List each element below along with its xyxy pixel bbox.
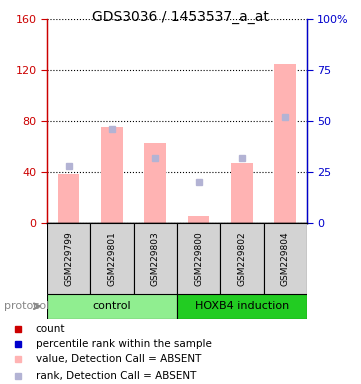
- Bar: [274, 64, 296, 223]
- Text: rank, Detection Call = ABSENT: rank, Detection Call = ABSENT: [35, 371, 196, 381]
- Text: GSM229800: GSM229800: [194, 231, 203, 286]
- Text: GSM229802: GSM229802: [238, 231, 246, 286]
- Text: GSM229804: GSM229804: [281, 231, 290, 286]
- Bar: [220, 223, 264, 294]
- Text: GSM229799: GSM229799: [64, 231, 73, 286]
- Bar: [47, 223, 90, 294]
- Bar: [47, 294, 177, 319]
- Text: GSM229803: GSM229803: [151, 231, 160, 286]
- Bar: [177, 294, 307, 319]
- Text: value, Detection Call = ABSENT: value, Detection Call = ABSENT: [35, 354, 201, 364]
- Text: percentile rank within the sample: percentile rank within the sample: [35, 339, 212, 349]
- Text: count: count: [35, 323, 65, 334]
- Bar: [134, 223, 177, 294]
- Bar: [231, 163, 253, 223]
- Text: GDS3036 / 1453537_a_at: GDS3036 / 1453537_a_at: [92, 10, 269, 23]
- Text: GSM229801: GSM229801: [108, 231, 116, 286]
- Bar: [101, 127, 123, 223]
- Bar: [144, 142, 166, 223]
- Bar: [58, 174, 79, 223]
- Bar: [264, 223, 307, 294]
- Bar: [188, 216, 209, 223]
- Text: control: control: [93, 301, 131, 311]
- Text: HOXB4 induction: HOXB4 induction: [195, 301, 289, 311]
- Bar: [90, 223, 134, 294]
- Bar: [177, 223, 220, 294]
- Text: protocol: protocol: [4, 301, 49, 311]
